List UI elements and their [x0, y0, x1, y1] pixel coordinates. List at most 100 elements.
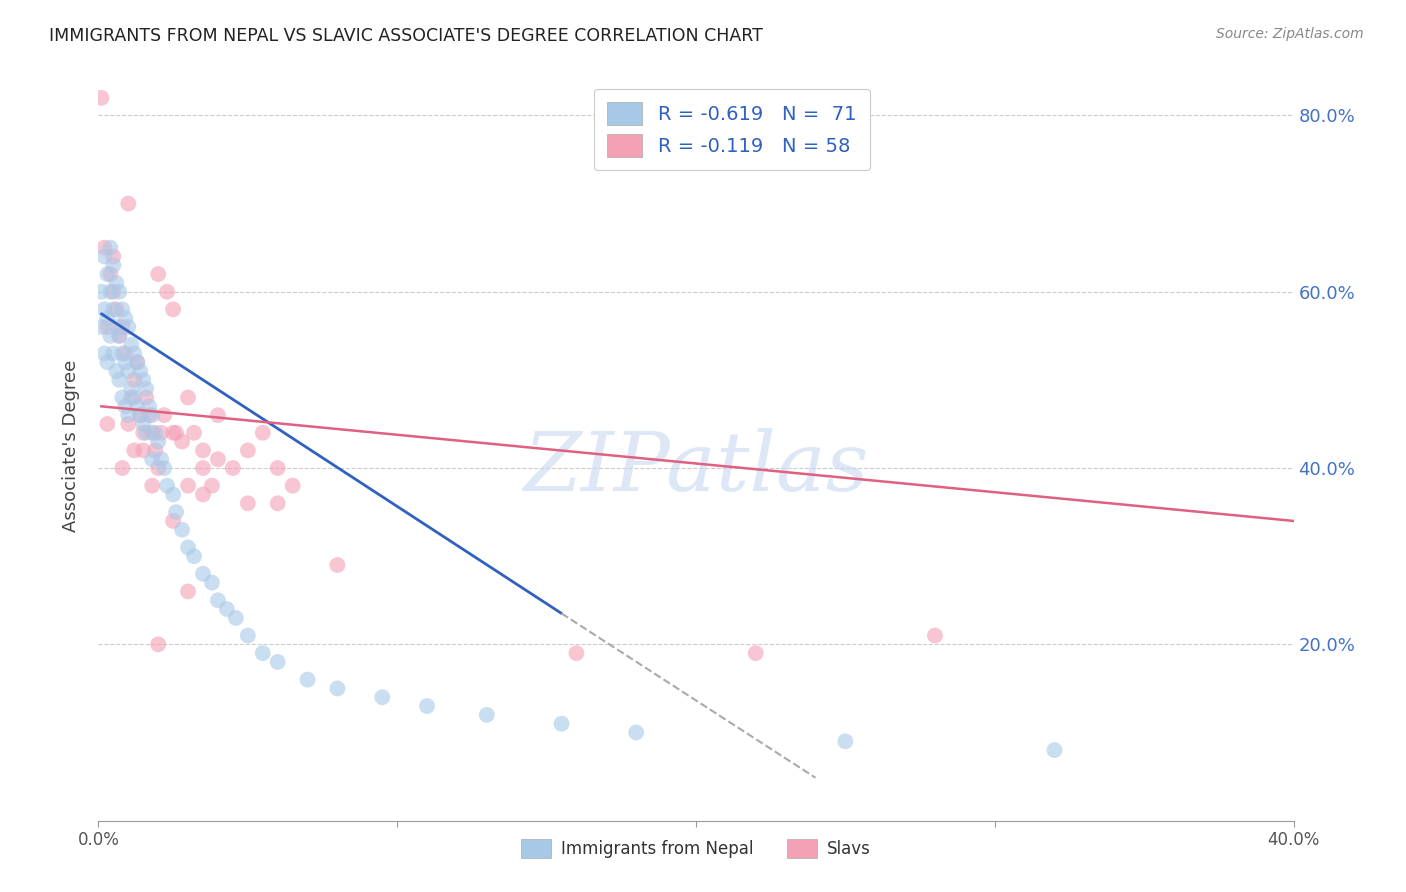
- Point: [475, 707, 498, 722]
- Point: [924, 628, 946, 642]
- Point: [103, 302, 125, 317]
- Point: [148, 434, 170, 449]
- Point: [103, 250, 125, 264]
- Point: [143, 443, 166, 458]
- Point: [135, 425, 157, 440]
- Point: [191, 566, 214, 581]
- Point: [191, 461, 214, 475]
- Point: [105, 320, 128, 334]
- Point: [117, 364, 139, 378]
- Point: [127, 400, 149, 414]
- Point: [162, 514, 184, 528]
- Point: [117, 408, 139, 422]
- Point: [124, 443, 146, 458]
- Point: [165, 425, 187, 440]
- Point: [127, 355, 149, 369]
- Point: [148, 267, 170, 281]
- Point: [108, 328, 131, 343]
- Point: [252, 646, 274, 660]
- Point: [111, 320, 134, 334]
- Point: [124, 346, 146, 360]
- Point: [96, 267, 118, 281]
- Point: [153, 408, 176, 422]
- Text: IMMIGRANTS FROM NEPAL VS SLAVIC ASSOCIATE'S DEGREE CORRELATION CHART: IMMIGRANTS FROM NEPAL VS SLAVIC ASSOCIAT…: [49, 27, 763, 45]
- Point: [143, 425, 166, 440]
- Point: [96, 417, 118, 431]
- Point: [93, 250, 115, 264]
- Point: [90, 285, 112, 299]
- Point: [201, 478, 224, 492]
- Point: [156, 478, 179, 492]
- Point: [129, 364, 152, 378]
- Point: [267, 496, 290, 510]
- Point: [141, 478, 163, 492]
- Point: [141, 425, 163, 440]
- Point: [98, 267, 122, 281]
- Point: [98, 241, 122, 255]
- Point: [834, 734, 856, 748]
- Point: [111, 302, 134, 317]
- Point: [148, 461, 170, 475]
- Legend: Immigrants from Nepal, Slavs: Immigrants from Nepal, Slavs: [515, 832, 877, 864]
- Text: Source: ZipAtlas.com: Source: ZipAtlas.com: [1216, 27, 1364, 41]
- Point: [132, 417, 155, 431]
- Point: [326, 558, 349, 572]
- Point: [1043, 743, 1066, 757]
- Point: [236, 628, 259, 642]
- Point: [93, 241, 115, 255]
- Point: [108, 328, 131, 343]
- Point: [132, 373, 155, 387]
- Point: [120, 337, 142, 351]
- Point: [215, 602, 238, 616]
- Point: [281, 478, 304, 492]
- Point: [162, 487, 184, 501]
- Point: [117, 196, 139, 211]
- Point: [90, 91, 112, 105]
- Point: [93, 346, 115, 360]
- Point: [108, 285, 131, 299]
- Point: [207, 408, 229, 422]
- Point: [236, 496, 259, 510]
- Point: [236, 443, 259, 458]
- Point: [132, 443, 155, 458]
- Point: [105, 276, 128, 290]
- Point: [222, 461, 245, 475]
- Point: [138, 400, 160, 414]
- Point: [98, 285, 122, 299]
- Point: [138, 408, 160, 422]
- Point: [127, 355, 149, 369]
- Point: [297, 673, 319, 687]
- Point: [135, 391, 157, 405]
- Point: [165, 505, 187, 519]
- Point: [98, 328, 122, 343]
- Point: [201, 575, 224, 590]
- Point: [326, 681, 349, 696]
- Point: [162, 302, 184, 317]
- Point: [172, 523, 194, 537]
- Point: [117, 320, 139, 334]
- Point: [103, 285, 125, 299]
- Point: [114, 346, 136, 360]
- Point: [183, 425, 205, 440]
- Point: [111, 346, 134, 360]
- Point: [191, 487, 214, 501]
- Point: [252, 425, 274, 440]
- Point: [153, 461, 176, 475]
- Point: [132, 425, 155, 440]
- Point: [177, 541, 200, 555]
- Point: [267, 655, 290, 669]
- Point: [111, 391, 134, 405]
- Point: [177, 478, 200, 492]
- Y-axis label: Associate's Degree: Associate's Degree: [62, 359, 80, 533]
- Point: [191, 443, 214, 458]
- Point: [177, 391, 200, 405]
- Point: [111, 461, 134, 475]
- Point: [114, 355, 136, 369]
- Point: [114, 311, 136, 326]
- Point: [93, 302, 115, 317]
- Point: [550, 716, 572, 731]
- Point: [267, 461, 290, 475]
- Point: [120, 382, 142, 396]
- Point: [96, 355, 118, 369]
- Point: [207, 452, 229, 467]
